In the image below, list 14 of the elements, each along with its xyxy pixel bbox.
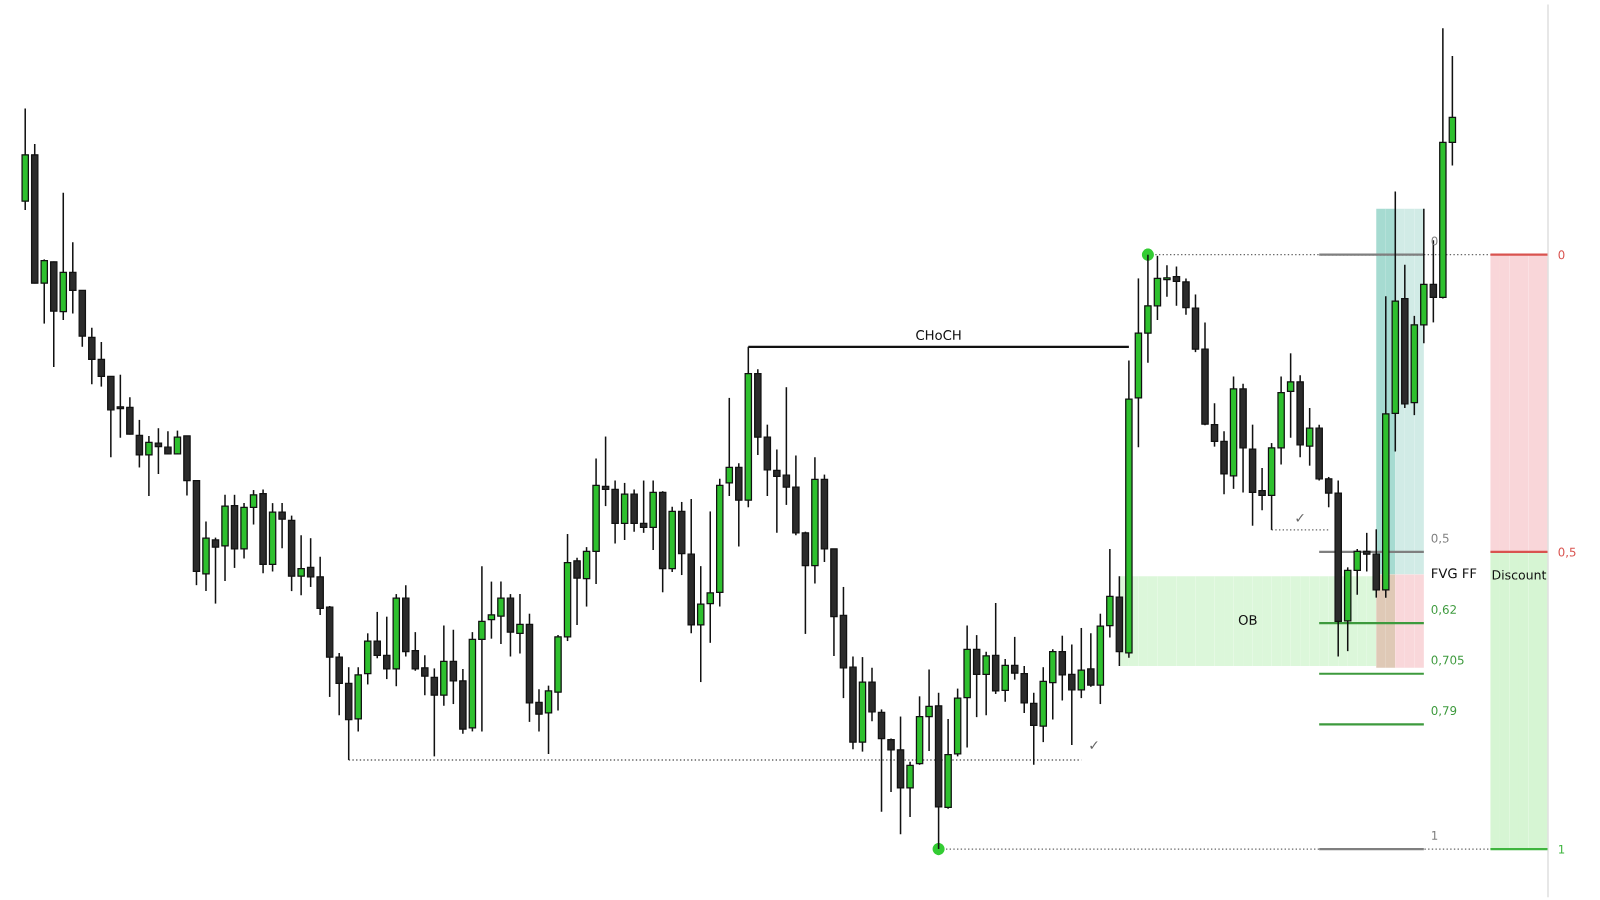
- series-label: CHoCH: [916, 330, 961, 341]
- series-label: FVG FF: [1432, 568, 1477, 579]
- y-tick-label: 0: [1558, 250, 1565, 260]
- series-label: 0,705: [1431, 655, 1464, 666]
- series-label: 0,5: [1431, 533, 1449, 544]
- y-tick-label: 0,5: [1558, 547, 1576, 558]
- series-label: 0: [1431, 236, 1438, 246]
- y-tick-label: 1: [1559, 844, 1565, 854]
- series-label: 0,79: [1431, 706, 1457, 717]
- series-label: ✓: [1296, 514, 1304, 522]
- series-label: 0,62: [1431, 605, 1456, 616]
- series-label: ✓: [1090, 741, 1098, 749]
- series-label: Discount: [1492, 569, 1547, 580]
- series-label: 1: [1432, 831, 1438, 840]
